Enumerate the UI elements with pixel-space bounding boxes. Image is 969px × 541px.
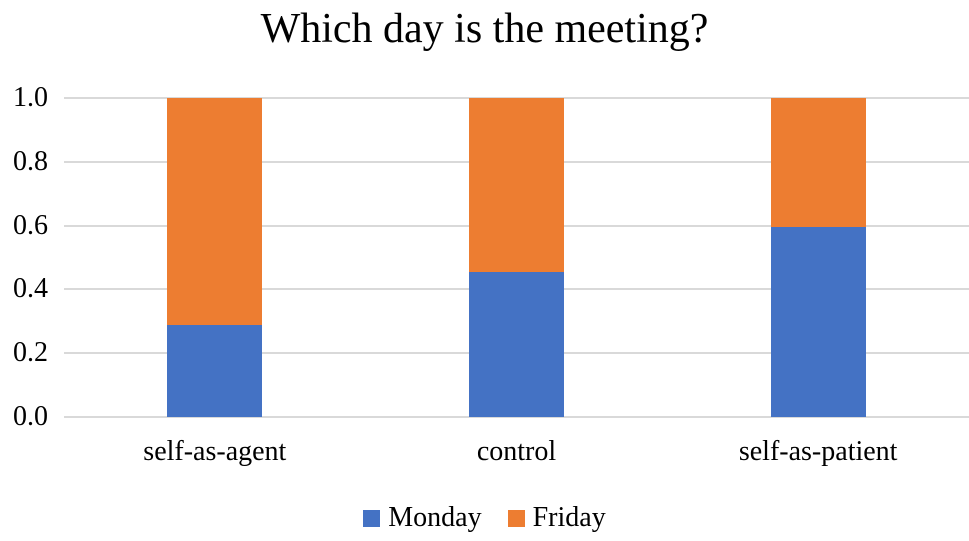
chart-title: Which day is the meeting? [260, 6, 709, 52]
x-category-label: control [476, 436, 557, 467]
y-tick-label: 0.8 [13, 145, 48, 177]
x-category-label: self-as-agent [143, 436, 287, 467]
legend-label: Monday [388, 502, 482, 533]
monday-swatch-icon [363, 509, 381, 527]
x-category-label: self-as-patient [738, 436, 898, 467]
y-tick-label: 0.4 [13, 273, 48, 305]
bar-segment-monday-control [469, 271, 564, 417]
legend-item-monday: Monday [363, 502, 482, 534]
gridline [64, 97, 969, 99]
legend-label: Friday [532, 502, 606, 533]
legend-item-friday: Friday [507, 502, 606, 534]
y-tick-label: 1.0 [13, 82, 48, 113]
bar-segment-monday-self-as-patient [770, 227, 866, 417]
friday-swatch-icon [507, 509, 525, 527]
bar-segment-monday-self-as-agent [167, 324, 263, 417]
y-tick-label: 0.0 [13, 401, 48, 432]
bar-segment-friday-self-as-agent [167, 98, 263, 325]
legend: Monday Friday [0, 502, 969, 534]
gridline [64, 416, 969, 418]
bar-segment-friday-control [469, 98, 564, 272]
y-tick-label: 0.2 [13, 337, 48, 369]
y-tick-label: 0.6 [13, 209, 48, 241]
plot-area [64, 97, 969, 418]
bar-segment-friday-self-as-patient [770, 98, 866, 228]
